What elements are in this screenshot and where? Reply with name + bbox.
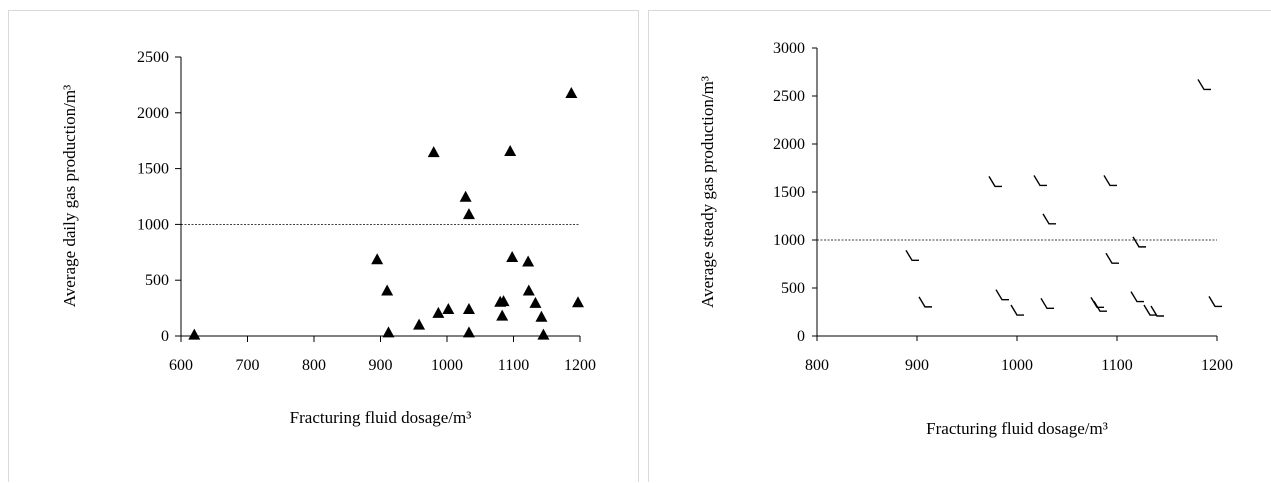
y-tick-label: 1000 — [773, 232, 805, 249]
data-point — [371, 253, 384, 265]
data-point — [1130, 291, 1144, 303]
x-tick-label: 600 — [169, 357, 193, 374]
x-tick-label: 1000 — [431, 357, 463, 374]
y-tick-label: 3000 — [773, 40, 805, 57]
y-tick-label: 1500 — [773, 184, 805, 201]
data-point — [497, 295, 510, 307]
y-tick-label: 500 — [781, 280, 805, 297]
data-point — [462, 302, 475, 314]
data-point — [1042, 213, 1056, 225]
data-point — [522, 284, 535, 296]
y-tick-label: 500 — [145, 272, 169, 289]
data-point — [1093, 300, 1107, 312]
data-point — [1010, 304, 1024, 316]
data-point — [1197, 79, 1211, 91]
data-point — [988, 176, 1002, 188]
data-point — [496, 309, 509, 321]
data-point — [442, 302, 455, 314]
x-tick-label: 800 — [302, 357, 326, 374]
data-point — [1105, 252, 1119, 264]
y-axis-title: Average daily gas production/m³ — [60, 85, 79, 307]
x-tick-label: 800 — [805, 357, 829, 374]
steady-gas-scatter-chart: 0 500 1000 1500 2000 2500 3000 800 900 1000 1100 12… — [698, 40, 1233, 438]
data-point — [1143, 304, 1157, 316]
x-axis-title: Fracturing fluid dosage/m³ — [290, 408, 472, 427]
data-point — [918, 296, 932, 308]
data-point — [432, 306, 445, 318]
y-tick-label: 2000 — [137, 105, 169, 122]
chart-panel-left: 0 500 1000 1500 2000 2500 600 700 800 900 1000 1100… — [8, 10, 639, 482]
data-point — [1150, 305, 1164, 317]
y-axis-title: Average steady gas production/m³ — [698, 76, 717, 308]
data-point — [382, 326, 395, 338]
y-tick-label: 0 — [161, 328, 169, 345]
data-point — [504, 145, 517, 157]
data-point — [188, 328, 201, 340]
x-tick-label: 1000 — [1001, 357, 1033, 374]
x-tick-label: 700 — [236, 357, 260, 374]
x-tick-label: 1100 — [1101, 357, 1132, 374]
data-point — [506, 251, 519, 263]
y-tick-label: 1500 — [137, 161, 169, 178]
data-point — [381, 284, 394, 296]
data-point — [1103, 175, 1117, 187]
data-point — [572, 296, 585, 308]
y-tick-label: 2500 — [773, 88, 805, 105]
chart-panel-right: 0 500 1000 1500 2000 2500 3000 800 900 1000 1100 12… — [648, 10, 1271, 482]
daily-gas-scatter-chart: 0 500 1000 1500 2000 2500 600 700 800 900 1000 1100… — [60, 49, 596, 427]
data-point — [905, 249, 919, 262]
y-tick-label: 1000 — [137, 216, 169, 233]
data-point — [462, 326, 475, 338]
y-tick-label: 2000 — [773, 136, 805, 153]
data-point — [459, 190, 472, 202]
data-point — [522, 255, 535, 267]
data-point — [995, 289, 1009, 301]
x-tick-label: 1100 — [498, 357, 529, 374]
y-tick-label: 2500 — [137, 49, 169, 66]
data-point — [1040, 297, 1054, 310]
x-axis-title: Fracturing fluid dosage/m³ — [926, 419, 1108, 438]
data-point — [413, 318, 426, 330]
data-point — [565, 87, 578, 99]
data-point — [537, 328, 550, 340]
x-tick-label: 900 — [369, 357, 393, 374]
x-tick-label: 1200 — [564, 357, 596, 374]
y-tick-label: 0 — [797, 328, 805, 345]
data-point — [1132, 236, 1146, 248]
x-tick-label: 900 — [905, 357, 929, 374]
data-point — [1033, 175, 1047, 187]
data-point — [1208, 296, 1222, 308]
data-point — [535, 310, 548, 322]
data-point — [427, 146, 440, 158]
data-point — [529, 296, 542, 308]
data-point — [462, 208, 475, 220]
x-tick-label: 1200 — [1201, 357, 1233, 374]
